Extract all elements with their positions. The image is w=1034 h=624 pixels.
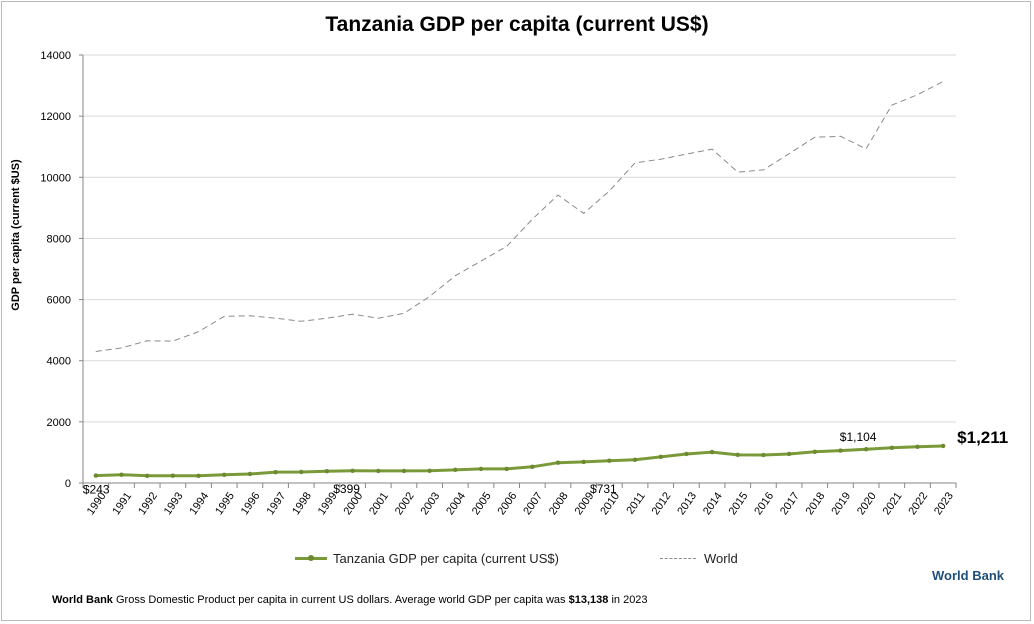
chart-title: Tanzania GDP per capita (current US$) [325, 13, 709, 36]
data-point-tanzania [170, 473, 176, 478]
x-tick-label: 1995 [213, 490, 237, 517]
data-label: $243 [83, 483, 110, 497]
x-tick-label: 2017 [778, 490, 802, 517]
x-tick-label: 2015 [727, 490, 751, 517]
legend-label-world: World [704, 551, 738, 566]
data-point-tanzania [453, 467, 458, 473]
x-tick-label: 2002 [393, 490, 417, 517]
data-point-tanzania [632, 457, 638, 462]
y-tick-label: 0 [65, 478, 71, 490]
x-tick-label: 2021 [881, 490, 905, 517]
footnote: World Bank Gross Domestic Product per ca… [52, 594, 648, 606]
x-tick-label: 1998 [290, 490, 314, 517]
data-point-tanzania [915, 444, 920, 449]
x-tick-label: 2008 [547, 490, 571, 517]
data-point-tanzania [119, 472, 124, 477]
data-point-tanzania [838, 448, 843, 453]
data-point-tanzania [273, 469, 278, 475]
data-point-tanzania [376, 468, 381, 474]
data-point-tanzania [940, 443, 946, 449]
y-tick-label: 2000 [47, 417, 71, 429]
data-point-tanzania [709, 449, 715, 455]
data-point-tanzania [530, 464, 535, 469]
x-tick-label: 2007 [521, 490, 545, 517]
y-tick-label: 6000 [47, 295, 71, 307]
x-tick-label: 1993 [162, 490, 186, 517]
data-point-tanzania [684, 451, 689, 457]
footnote-value: $13,138 [568, 594, 609, 606]
footnote-source: World Bank [52, 594, 113, 606]
data-point-tanzania [478, 466, 484, 472]
y-tick-label: 12000 [40, 111, 71, 123]
footnote-text: Gross Domestic Product per capita in cur… [115, 594, 566, 606]
y-tick-label: 4000 [47, 356, 71, 368]
data-point-tanzania [427, 468, 432, 473]
data-point-tanzania [581, 459, 586, 465]
x-tick-label: 2001 [367, 490, 391, 517]
data-point-tanzania [222, 472, 227, 478]
x-tick-label: 2023 [932, 490, 956, 517]
footnote-suffix: in 2023 [611, 594, 648, 606]
data-point-tanzania [812, 449, 817, 455]
data-point-tanzania [93, 473, 99, 478]
x-tick-label: 2006 [496, 490, 520, 517]
x-tick-label: 2018 [804, 490, 828, 517]
y-tick-label: 8000 [47, 233, 71, 245]
x-tick-label: 1997 [264, 490, 288, 517]
legend-swatch-tanzania [295, 555, 327, 561]
x-tick-label: 1996 [239, 490, 263, 517]
x-tick-label: 1991 [110, 490, 134, 517]
data-point-tanzania [401, 468, 407, 474]
data-point-tanzania [761, 452, 766, 458]
legend-swatch-world [660, 558, 696, 559]
data-point-tanzania [863, 447, 869, 452]
legend-item-tanzania: Tanzania GDP per capita (current US$) [295, 551, 559, 566]
y-tick-label: 14000 [40, 50, 71, 62]
brand-label: World Bank [932, 568, 1004, 583]
x-tick-label: 2003 [419, 490, 443, 517]
data-point-tanzania [555, 460, 561, 465]
x-tick-label: 2004 [444, 490, 468, 517]
x-tick-label: 2014 [701, 490, 725, 517]
x-tick-label: 2012 [650, 490, 674, 517]
x-tick-label: 1992 [136, 490, 160, 517]
data-label: $1,104 [840, 430, 877, 444]
data-point-tanzania [324, 469, 330, 474]
x-tick-label: 2013 [675, 490, 699, 517]
data-point-tanzania [504, 466, 509, 472]
data-point-tanzania [350, 468, 355, 474]
x-tick-label: 2016 [752, 490, 776, 517]
series-line-tanzania [95, 444, 944, 478]
y-tick-label: 10000 [40, 172, 71, 184]
data-point-tanzania [607, 458, 612, 463]
data-label: $731 [590, 482, 617, 496]
data-point-tanzania [658, 454, 663, 460]
data-point-tanzania [144, 473, 150, 479]
data-point-tanzania [735, 452, 740, 458]
legend-label-tanzania: Tanzania GDP per capita (current US$) [333, 551, 559, 566]
x-tick-label: 2005 [470, 490, 494, 517]
x-tick-label: 2019 [829, 490, 853, 517]
data-point-tanzania [889, 445, 895, 451]
data-point-tanzania [247, 471, 253, 477]
data-point-tanzania [299, 469, 304, 475]
legend-item-world: World [660, 551, 738, 566]
x-tick-label: 2020 [855, 490, 879, 517]
x-tick-label: 1994 [187, 490, 211, 517]
data-point-tanzania [786, 451, 792, 457]
data-label: $399 [333, 482, 360, 496]
x-tick-label: 2011 [624, 490, 647, 516]
data-point-tanzania [196, 473, 201, 479]
data-label: $1,211 [957, 428, 1008, 447]
x-tick-label: 2022 [906, 490, 930, 517]
series-line-world [95, 80, 944, 352]
